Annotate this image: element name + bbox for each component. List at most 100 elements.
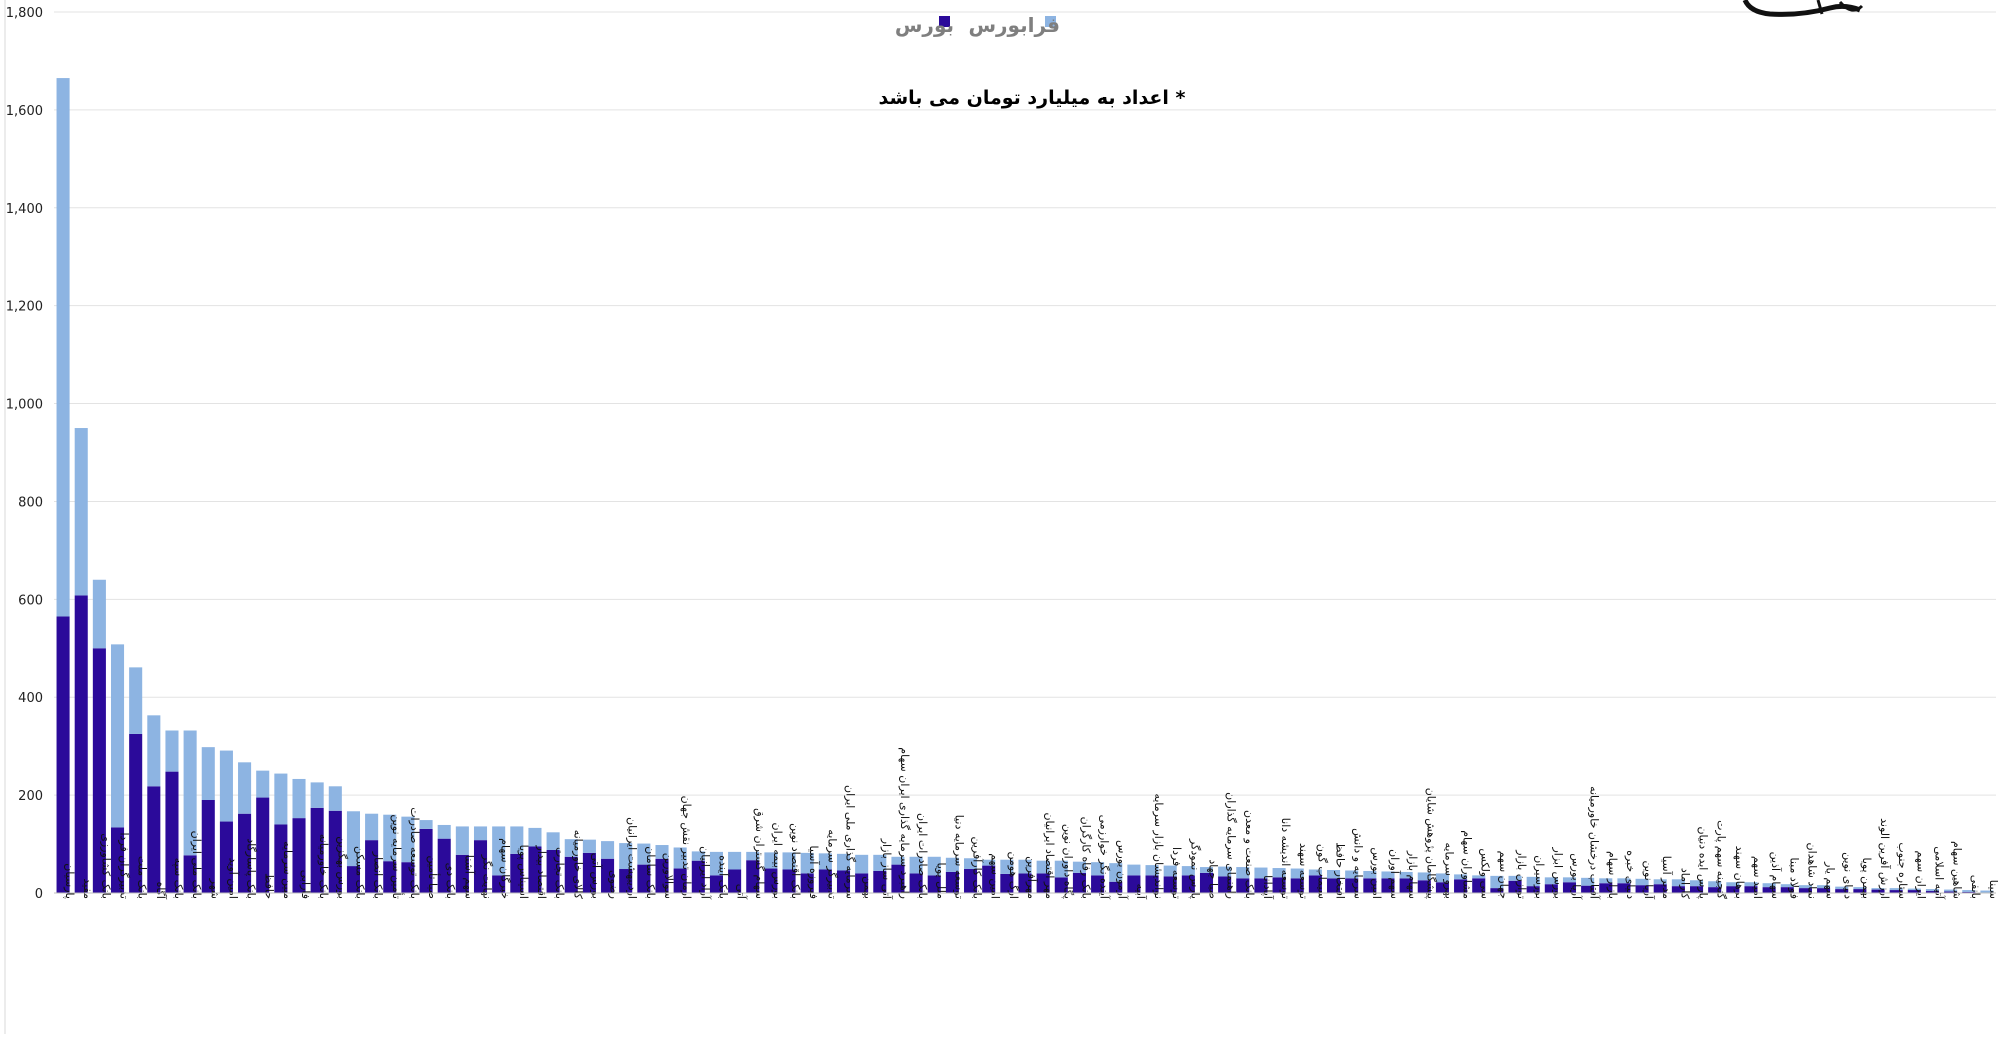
bar-bourse [709,875,723,893]
category-label: توازن بازار [1515,849,1528,899]
bar-farabourse [110,644,125,828]
bar-bourse [129,733,143,893]
bar-bourse [691,860,705,893]
bar-bourse [1617,883,1631,893]
bar-bourse [1526,886,1540,893]
bar-bourse [1726,886,1740,893]
publisher-logo [1742,0,1864,17]
bar-bourse [1653,884,1667,893]
bar-bourse [746,860,760,893]
bar-farabourse [1072,861,1086,873]
bar-farabourse [746,851,760,861]
y-tick-label: 1,800 [6,6,43,21]
bar-bourse [346,866,361,893]
category-label: تأمین سرمایه نوین [390,814,405,899]
bar-bourse [365,840,379,893]
bar-farabourse [1653,879,1667,885]
bar-bourse [1435,882,1449,893]
bar-bourse [909,873,923,893]
bar-farabourse [564,839,578,857]
category-label: تدبیرگر سرمایه [825,829,838,899]
bar-farabourse [183,730,197,856]
gridlines [54,11,1996,796]
category-label: سهم آوران [1388,849,1402,899]
bar-farabourse [782,852,796,870]
bar-farabourse [619,843,633,870]
category-label: بهمن [862,876,875,899]
category-label: مدبر آسیا [1660,856,1674,899]
legend-swatch-bourse [939,16,950,27]
bar-bourse [564,856,578,893]
category-label: بانک کشاورزی [99,833,112,899]
category-label: ملل پویا [934,862,947,899]
category-label: بانک اقتصاد نوین [789,823,802,899]
category-label: آراد ایرانیان [698,846,712,900]
bar-farabourse [274,773,288,825]
bar-bourse [1762,887,1776,893]
bar-farabourse [637,843,651,865]
category-label: نواندیشان بازار سرمایه [1152,793,1165,899]
bar-farabourse [1708,881,1722,888]
bar-bourse [256,797,270,893]
category-label: سهم آشنا [462,855,476,899]
bar-bourse [1581,885,1595,893]
bar-bourse [800,873,814,893]
y-tick-label: 1,200 [6,300,43,315]
category-label: شاهین سهام [1951,841,1964,899]
bar-farabourse [1798,885,1812,889]
bar-bourse [1544,884,1558,893]
category-label: برهان سهند [1733,846,1746,899]
category-label: خبرگان سهام [499,838,512,899]
bar-farabourse [1036,860,1050,874]
category-label: دنیای خبره [1624,850,1637,899]
bar-farabourse [1218,866,1232,877]
category-label: امین آوید [226,858,240,899]
bar-farabourse [1925,889,1940,892]
bar-farabourse [1236,867,1250,879]
bar-farabourse [74,428,88,596]
category-label: پارس نمودگر [1188,838,1201,899]
bar-bourse [1018,873,1032,893]
category-label: آپادانا [1261,875,1275,900]
bar-bourse [873,870,887,893]
category-label: فارابی [299,870,312,899]
bar-farabourse [437,824,451,839]
bar-bourse [56,616,70,893]
category-label: سیماب گون [1315,844,1328,899]
category-label: رضوی [608,870,621,899]
category-label: ارزش آفرین الوند [1878,818,1892,899]
bar-farabourse [1272,868,1286,878]
bar-farabourse [92,579,106,649]
bar-farabourse [1689,880,1704,887]
category-label: بانک سپه [172,858,185,899]
bar-bourse [74,595,88,893]
bar-bourse [637,864,651,893]
bar-farabourse [1199,867,1214,873]
category-label: آتی ساز بازار [880,838,894,900]
bar-bourse [1308,875,1322,893]
bar-bourse [528,846,542,893]
category-label: سهم یار [1824,861,1837,899]
bar-farabourse [1544,877,1558,885]
bar-bourse [1744,886,1758,893]
category-label: بازار سهام [1606,851,1619,899]
category-label: سی ولکس [1479,848,1492,899]
bar-bourse [1417,880,1431,893]
category-label: ارگ هومن [1007,852,1020,899]
bar-farabourse [1726,882,1740,887]
legend-swatch-farabourse [1045,16,1056,27]
bar-bourse [1599,883,1613,893]
bar-bourse [292,818,306,893]
category-label: سهام بازار [1406,850,1419,899]
bar-bourse [1399,878,1413,893]
bar-bourse [1272,877,1286,893]
category-label: مشاوران سهام [1461,830,1474,899]
bar-farabourse [1181,866,1195,876]
bar-bourse [1454,879,1468,893]
category-label: توسعه سهند [1297,843,1310,899]
bar-farabourse [1617,878,1631,884]
category-label: بهمن پویا [1860,857,1873,899]
bar-farabourse [256,770,270,798]
bar-bourse [383,861,397,893]
